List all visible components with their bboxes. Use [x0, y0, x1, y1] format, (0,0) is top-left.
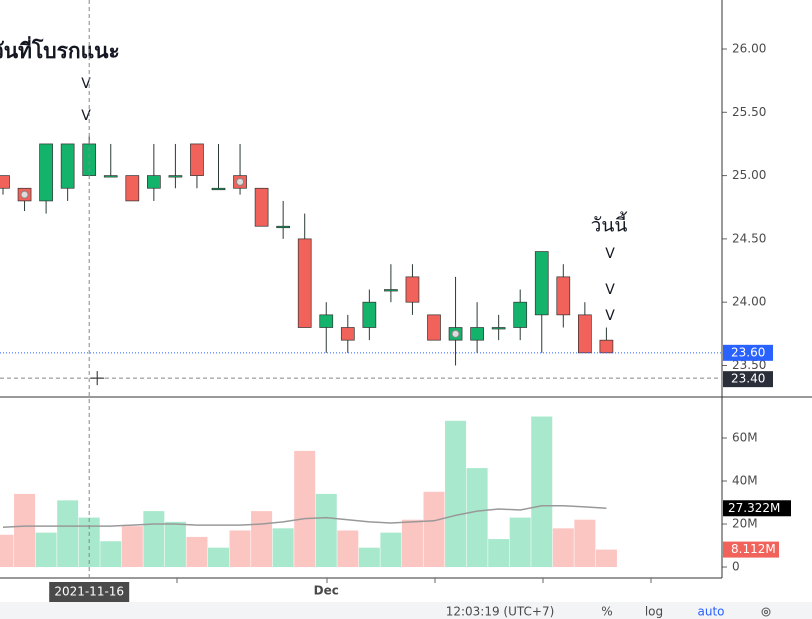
candle-body	[276, 225, 290, 229]
volume-bar	[337, 530, 359, 568]
signal-dot	[20, 190, 29, 199]
volume-bar	[294, 450, 316, 568]
candle-body	[0, 175, 10, 189]
volume-bar	[423, 491, 445, 568]
volume-tick-label: 60M	[732, 431, 758, 445]
candle-body	[362, 301, 377, 328]
candle-body	[60, 143, 75, 189]
status-bar	[0, 602, 812, 619]
overlay: 23.60 23.40 2021-11-16 27.322M 8.112M	[0, 0, 791, 602]
cursor	[90, 371, 105, 386]
ma-label: 27.322M	[728, 501, 780, 515]
candle-body	[534, 251, 549, 316]
volume-bar	[229, 530, 251, 568]
volume-bar	[380, 532, 402, 568]
volume-bar	[531, 416, 553, 568]
candle-body	[254, 187, 269, 227]
volume-bar	[358, 547, 380, 568]
annotation-mark: V	[605, 308, 615, 324]
y-tick-label: 26.00	[732, 41, 766, 55]
volume-bar	[186, 536, 208, 568]
volume-bar	[272, 528, 294, 568]
volume-bar	[100, 541, 122, 568]
candle-body	[556, 276, 571, 316]
candle-body	[491, 327, 506, 330]
volume-bar	[14, 493, 36, 568]
candle-body	[297, 238, 312, 328]
volume-tick-label: 0	[732, 560, 740, 574]
candle-body	[405, 276, 420, 303]
annotation-mark: V	[605, 282, 615, 298]
volume-bar	[552, 528, 574, 568]
volume-label: 8.112M	[731, 542, 776, 556]
crosshair-x-label: 2021-11-16	[54, 585, 124, 599]
annotation-left: วันที่โบรกแนะ	[0, 35, 120, 63]
last-price-badge	[723, 344, 773, 361]
volume-bar	[208, 547, 229, 568]
candle-body	[103, 175, 118, 178]
volume-bar	[401, 519, 423, 568]
auto-toggle[interactable]: auto	[697, 605, 724, 619]
settings-icon[interactable]	[761, 607, 771, 617]
volume-bar	[121, 526, 143, 568]
signal-dot	[236, 177, 245, 186]
percent-toggle[interactable]: %	[601, 605, 612, 619]
last-price-label: 23.60	[731, 345, 765, 359]
signal-dot	[451, 329, 460, 338]
candle-body	[427, 314, 441, 341]
annotation-mark: V	[81, 108, 91, 124]
volume-bar	[574, 519, 596, 568]
candle-body	[577, 314, 592, 354]
candle-body	[211, 187, 226, 191]
candle-body	[125, 175, 140, 202]
volume-bar	[35, 532, 57, 568]
volume-bar	[509, 517, 531, 568]
volume-pane: 0 20M 40M 60M	[0, 416, 758, 574]
volume-bar	[445, 420, 467, 568]
y-tick-label: 25.00	[732, 168, 766, 182]
candle-body	[168, 175, 183, 178]
volume-bar	[466, 468, 488, 568]
y-tick-label: 25.50	[732, 105, 766, 119]
y-tick-label: 24.00	[732, 295, 766, 309]
volume-bar	[595, 549, 617, 568]
volume-bar	[251, 511, 273, 568]
crosshair-y-label: 23.40	[731, 372, 765, 386]
candle-body	[319, 314, 334, 328]
crosshair-x-badge	[49, 582, 130, 602]
y-tick-label: 23.50	[732, 358, 766, 372]
volume-bar	[143, 511, 165, 568]
volume-bar	[315, 493, 337, 568]
time-axis-ticks	[176, 578, 652, 583]
candle-body	[470, 327, 484, 341]
log-toggle[interactable]: log	[645, 605, 663, 619]
annotation-right: วันนี้	[591, 212, 628, 237]
candle-body	[513, 301, 528, 328]
volume-bar	[57, 500, 79, 568]
volume-bar	[0, 534, 14, 568]
volume-bar	[164, 521, 186, 568]
annotation-mark: V	[81, 76, 91, 92]
volume-tick-label: 20M	[732, 517, 758, 531]
price-pane: 23.50 24.00 24.50 25.00 25.50 26.00 Dec	[0, 41, 766, 598]
candle-body	[384, 289, 398, 292]
volume-badge	[723, 541, 779, 558]
annotation-mark: V	[605, 246, 615, 262]
volume-ma-line	[2, 504, 607, 528]
volume-bar	[488, 539, 510, 568]
candle-body	[147, 175, 161, 189]
status-time: 12:03:19 (UTC+7)	[446, 605, 555, 619]
volume-tick-label: 40M	[732, 474, 758, 488]
candle-body	[39, 143, 53, 202]
ma-badge	[723, 500, 791, 517]
crosshair-y-badge	[723, 371, 773, 388]
x-tick-label: Dec	[314, 584, 339, 598]
y-tick-label: 24.50	[732, 231, 766, 245]
candle-body	[190, 143, 204, 176]
candle-body	[599, 339, 614, 354]
candle-body	[340, 327, 355, 341]
